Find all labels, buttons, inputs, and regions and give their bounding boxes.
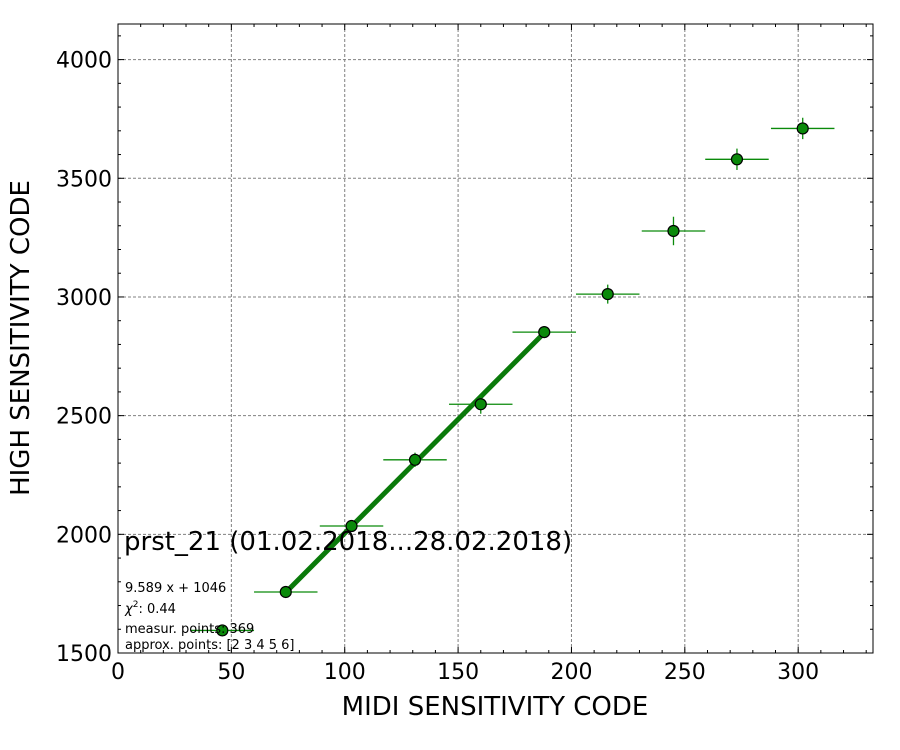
data-point	[538, 325, 551, 339]
data-point	[474, 398, 487, 411]
chi-superscript: 2	[133, 600, 139, 610]
data-point-group	[449, 394, 513, 414]
x-tick-label: 50	[217, 660, 245, 685]
data-point-group	[190, 624, 255, 637]
x-axis-label: MIDI SENSITIVITY CODE	[342, 692, 649, 722]
y-axis-label: HIGH SENSITIVITY CODE	[6, 180, 36, 496]
x-tick-label: 100	[324, 660, 366, 685]
fit-equation: 9.589 x + 1046	[125, 581, 226, 596]
x-tick-label: 300	[777, 660, 819, 685]
x-tick-label: 150	[437, 660, 479, 685]
data-point	[667, 224, 680, 238]
y-tick-label: 2000	[56, 523, 112, 548]
x-tick-label: 200	[550, 660, 592, 685]
x-tick-label: 250	[664, 660, 706, 685]
y-tick-label: 4000	[56, 49, 112, 74]
data-point	[601, 288, 614, 301]
plot-frame	[117, 23, 874, 654]
data-point-group	[641, 216, 706, 246]
chi-symbol: χ	[124, 602, 134, 617]
data-point-group	[319, 519, 384, 533]
y-tick-label: 3000	[56, 286, 112, 311]
chart-title: prst_21 (01.02.2018...28.02.2018)	[124, 527, 572, 557]
data-point-group	[770, 117, 835, 140]
measur-points: measur. points: 369	[125, 622, 254, 637]
data-point-group	[705, 148, 769, 170]
data-point	[796, 122, 809, 135]
data-point	[216, 624, 229, 637]
data-point-group	[512, 325, 576, 339]
data-point	[345, 519, 358, 533]
x-tick-labels: 0 50 100 150 200 250 300	[111, 660, 819, 685]
x-tick-label: 0	[111, 660, 125, 685]
data-point	[408, 453, 422, 466]
data-points-layer	[190, 117, 835, 637]
grid-lines	[118, 24, 873, 653]
y-tick-label: 1500	[56, 642, 112, 667]
y-tick-labels: 1500 2000 2500 3000 3500 4000	[56, 49, 112, 667]
data-point	[730, 153, 744, 166]
data-point-group	[254, 585, 318, 599]
chi-squared: χ2: 0.44	[124, 600, 176, 617]
chi-value: : 0.44	[138, 602, 175, 617]
y-tick-label: 2500	[56, 405, 112, 430]
y-tick-label: 3500	[56, 167, 112, 192]
data-point-group	[575, 284, 640, 304]
data-point-group	[383, 452, 447, 467]
approx-points: approx. points: [2 3 4 5 6]	[125, 638, 295, 653]
data-point	[279, 585, 292, 599]
